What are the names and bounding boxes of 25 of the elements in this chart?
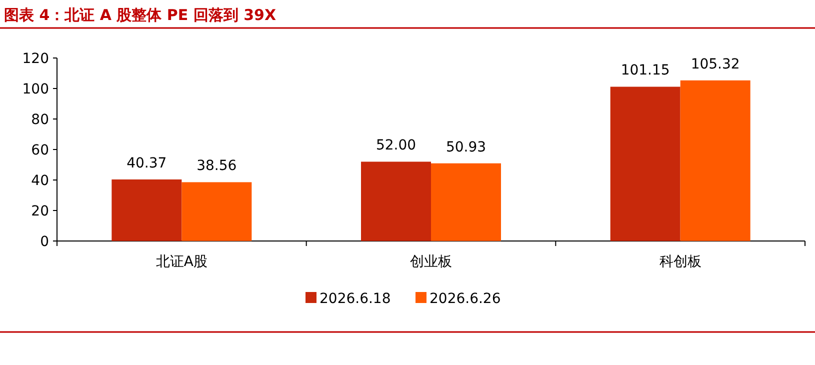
- legend-label: 2026.6.18: [320, 291, 391, 307]
- bar: [361, 162, 431, 241]
- y-tick-label: 0: [40, 234, 49, 250]
- y-tick-label: 60: [31, 142, 49, 158]
- y-tick-label: 20: [31, 204, 49, 220]
- bar: [431, 163, 501, 241]
- bar: [182, 182, 252, 241]
- y-tick-label: 80: [31, 112, 49, 128]
- data-label: 40.37: [126, 155, 167, 172]
- chart-title: 图表 4：北证 A 股整体 PE 回落到 39X: [4, 6, 276, 24]
- x-tick-label: 创业板: [410, 254, 452, 270]
- bar: [112, 179, 182, 241]
- data-label: 52.00: [376, 138, 416, 154]
- data-label: 105.32: [690, 56, 740, 72]
- y-tick-label: 40: [31, 173, 49, 189]
- legend-label: 2026.6.26: [430, 291, 501, 307]
- data-label: 38.56: [196, 158, 237, 174]
- x-tick-label: 北证A股: [156, 254, 208, 270]
- data-label: 50.93: [446, 139, 486, 156]
- x-tick-label: 科创板: [659, 254, 702, 270]
- data-label: 101.15: [620, 62, 670, 79]
- bar: [610, 86, 680, 241]
- y-tick-label: 100: [22, 82, 49, 98]
- bar: [680, 80, 750, 241]
- y-tick-label: 120: [22, 51, 49, 67]
